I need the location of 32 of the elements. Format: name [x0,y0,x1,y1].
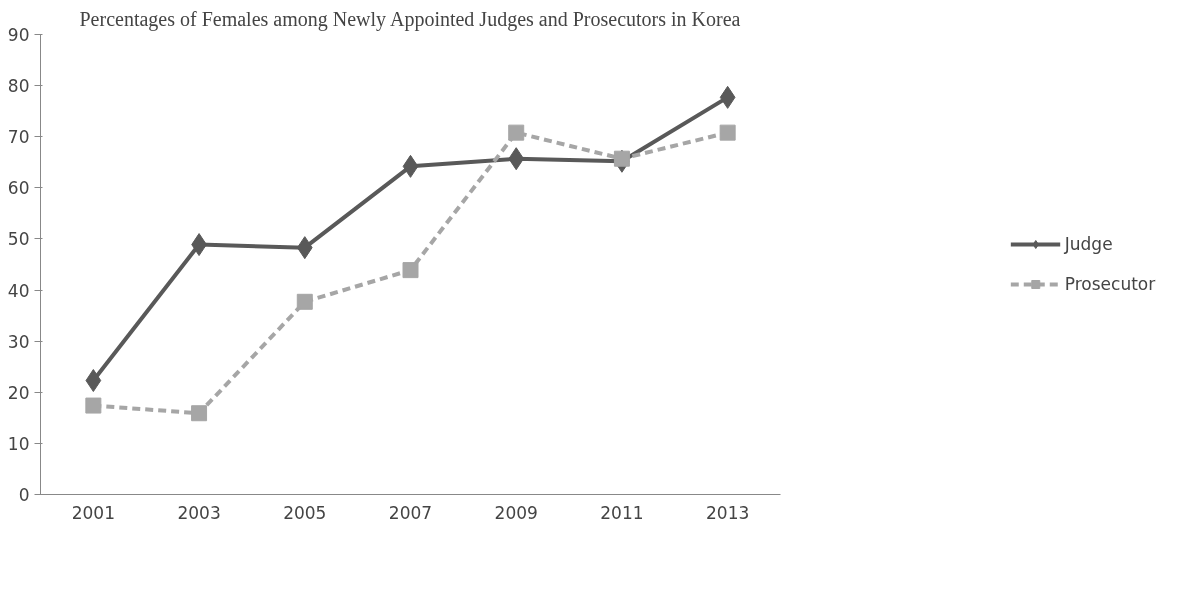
point [508,147,525,171]
y-tick-label: 80 [7,76,30,97]
y-tick-label: 60 [7,178,30,199]
y-tick-label: 70 [7,127,30,148]
y-tick-label: 90 [7,25,30,45]
x-tick-label: 2007 [388,502,433,523]
point [296,236,313,260]
x-tick-label: 2001 [71,502,115,523]
y-tick-label: 0 [18,485,30,505]
point [296,293,313,310]
y-tick-label: 10 [7,433,30,454]
point [508,124,525,141]
point [402,262,419,279]
x-tick-label: 2009 [494,502,538,523]
point [402,154,419,178]
point [613,150,630,167]
point [85,369,102,393]
point [719,124,736,141]
point [85,397,102,414]
y-tick-label: 20 [7,382,30,403]
legend-label: Judge [1064,234,1113,254]
y-tick-label: 40 [7,280,30,301]
x-tick-label: 2011 [600,502,644,523]
chart-title: Percentages of Females among Newly Appointed Judges and Prosecutors in Korea [79,7,741,31]
x-tick-label: 2013 [706,502,750,523]
y-tick-label: 30 [7,331,30,352]
x-tick-label: 2005 [283,502,327,523]
legend-label: Prosecutor [1064,274,1156,294]
point [191,405,208,422]
x-tick-label: 2003 [177,502,221,523]
y-tick-label: 50 [7,229,30,250]
point [719,85,736,109]
